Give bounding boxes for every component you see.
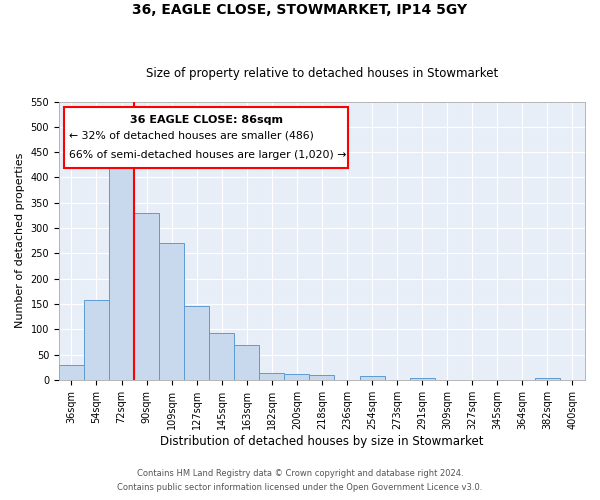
Bar [359, 376, 385, 380]
Bar [109, 165, 134, 380]
Bar [59, 364, 84, 380]
Bar [284, 374, 310, 380]
Title: Size of property relative to detached houses in Stowmarket: Size of property relative to detached ho… [146, 66, 498, 80]
X-axis label: Distribution of detached houses by size in Stowmarket: Distribution of detached houses by size … [160, 434, 484, 448]
Bar [159, 243, 184, 380]
Bar [84, 300, 109, 380]
Bar [259, 373, 284, 380]
Y-axis label: Number of detached properties: Number of detached properties [15, 153, 25, 328]
Bar [535, 378, 560, 380]
Bar [209, 334, 234, 380]
Bar [134, 213, 159, 380]
Bar [184, 306, 209, 380]
FancyBboxPatch shape [64, 107, 348, 168]
Bar [410, 378, 434, 380]
Text: 36 EAGLE CLOSE: 86sqm: 36 EAGLE CLOSE: 86sqm [130, 116, 283, 126]
Bar [310, 375, 334, 380]
Bar [234, 346, 259, 380]
Text: 66% of semi-detached houses are larger (1,020) →: 66% of semi-detached houses are larger (… [70, 150, 347, 160]
Text: Contains public sector information licensed under the Open Government Licence v3: Contains public sector information licen… [118, 484, 482, 492]
Text: Contains HM Land Registry data © Crown copyright and database right 2024.: Contains HM Land Registry data © Crown c… [137, 468, 463, 477]
Text: ← 32% of detached houses are smaller (486): ← 32% of detached houses are smaller (48… [70, 130, 314, 140]
Text: 36, EAGLE CLOSE, STOWMARKET, IP14 5GY: 36, EAGLE CLOSE, STOWMARKET, IP14 5GY [133, 2, 467, 16]
